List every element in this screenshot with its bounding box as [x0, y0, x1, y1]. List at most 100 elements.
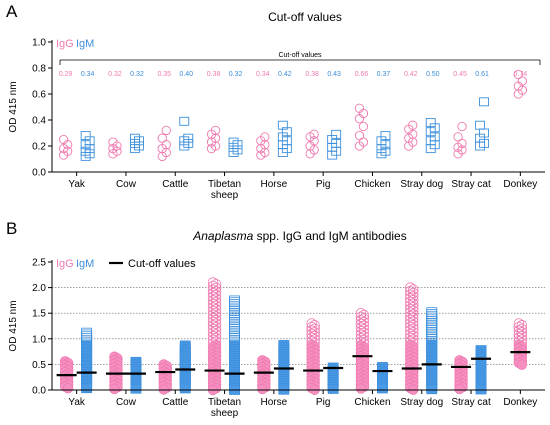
point-igm [479, 138, 489, 148]
x-tick-label: Stray dog [400, 179, 443, 190]
cutoff-label-igg: 0.38 [207, 71, 221, 78]
cutoff-label-igm: 0.42 [278, 71, 292, 78]
cutoff-label-igm: 0.34 [81, 71, 95, 78]
x-tick-label: Pig [316, 179, 330, 190]
point-igm [80, 146, 91, 156]
point-igm [426, 328, 438, 339]
x-tick-label: Cattle [162, 397, 189, 408]
point-igm [229, 300, 240, 311]
point-igm [229, 304, 240, 315]
y-tick-label: 1.0 [32, 334, 46, 345]
panel-b-title-genus: Anaplasma [193, 229, 254, 243]
point-igg [454, 383, 465, 395]
panel-b-title: Anaplasma spp. IgG and IgM antibodies [150, 229, 450, 243]
point-igm [475, 384, 487, 395]
point-igm [229, 324, 240, 334]
point-igm [183, 133, 194, 143]
cutoff-label-igm: 0.40 [179, 71, 193, 78]
y-tick-label: 1.5 [32, 309, 46, 320]
point-igg [354, 103, 365, 113]
point-igm [80, 131, 91, 141]
point-igg [260, 132, 270, 142]
panel-a-letter: A [6, 2, 18, 21]
point-igm [376, 149, 387, 159]
legend-igg: IgG [56, 38, 74, 50]
point-igg [457, 121, 467, 132]
point-igg [513, 69, 523, 80]
cutoff-label-igg: 0.38 [305, 71, 319, 78]
point-igm [229, 295, 240, 306]
cutoff-label-igg: 0.45 [453, 71, 467, 78]
point-igm [229, 331, 240, 342]
y-axis-label: OD 415 nm [8, 300, 19, 351]
point-igm [81, 383, 93, 394]
point-igm [229, 320, 240, 331]
point-igm [81, 327, 93, 338]
cutoff-label-igm: 0.32 [229, 71, 243, 78]
cutoff-label-igg: 0.34 [256, 71, 270, 78]
y-tick-label: 1.0 [32, 38, 46, 49]
point-igm [130, 383, 142, 394]
point-igm [179, 136, 190, 146]
x-tick-label: Donkey [503, 397, 537, 408]
x-tick-label: Horse [261, 397, 288, 408]
point-igm [84, 149, 95, 159]
point-igm [228, 142, 239, 152]
point-igg [161, 125, 171, 136]
point-igm [229, 309, 240, 320]
point-igm [327, 384, 339, 394]
x-tick-label: Tibetan [208, 397, 241, 408]
panel-a-title: Cut-off values [268, 10, 342, 24]
point-igm [229, 325, 240, 336]
point-igg [354, 130, 365, 141]
x-tick-label: Chicken [354, 397, 390, 408]
cutoff-label-igg: 0.74 [514, 71, 528, 78]
x-tick-label: Stray cat [451, 397, 491, 408]
point-igm [426, 309, 438, 319]
point-igm [229, 306, 240, 317]
point-igg [453, 132, 463, 142]
point-igm [426, 321, 438, 332]
y-tick-label: 0.8 [32, 64, 46, 75]
point-igm [479, 97, 489, 107]
point-igg [62, 383, 74, 394]
cutoff-label-igm: 0.37 [377, 71, 391, 78]
x-tick-label: Stray dog [400, 397, 443, 408]
point-igm [129, 138, 140, 148]
y-tick-label: 0.2 [32, 142, 46, 153]
x-tick-label: Pig [316, 397, 330, 408]
point-igm [425, 118, 436, 128]
point-igm [129, 133, 140, 143]
x-tick-label: Yak [68, 179, 85, 190]
point-igm [229, 299, 240, 309]
x-tick-label: Chicken [354, 179, 390, 190]
panel-b-letter: B [6, 219, 18, 238]
point-igm [426, 323, 438, 334]
bracket-label: Cut-off values [278, 52, 322, 59]
point-igm [228, 137, 239, 147]
point-igm [81, 329, 93, 340]
point-igm [229, 318, 240, 329]
point-igm [81, 331, 93, 342]
point-igm [133, 136, 144, 146]
point-igm [229, 315, 240, 326]
point-igm [232, 140, 243, 150]
point-igm [475, 133, 485, 143]
point-igm [429, 132, 440, 142]
point-igm [426, 314, 438, 325]
point-igm [426, 384, 438, 395]
point-igg [157, 133, 167, 143]
point-igm [426, 312, 438, 323]
x-tick-label: Cow [116, 179, 137, 190]
point-igm [277, 132, 288, 142]
y-axis-label: OD 415 nm [8, 81, 19, 132]
legend-igg: IgG [56, 258, 74, 270]
point-igm [229, 313, 240, 324]
y-tick-label: 2.0 [32, 283, 46, 294]
point-igm [229, 317, 240, 327]
point-igm [229, 297, 240, 308]
x-tick-label: Horse [261, 179, 288, 190]
point-igm [426, 318, 438, 328]
point-igg [108, 137, 118, 147]
legend-igm: IgM [76, 258, 94, 270]
